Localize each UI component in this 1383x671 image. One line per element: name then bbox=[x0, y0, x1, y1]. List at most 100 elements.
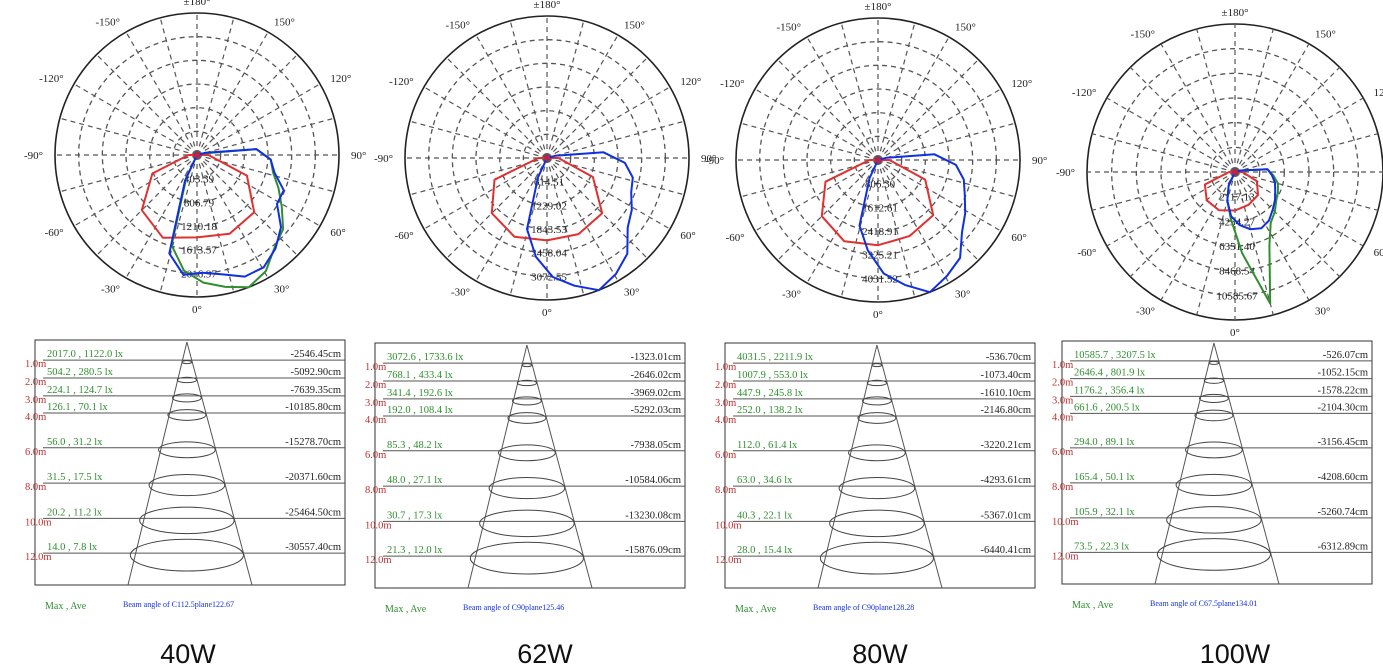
cone-ellipse bbox=[498, 444, 556, 462]
cone-edge bbox=[876, 344, 943, 589]
wattage-label: 62W bbox=[517, 639, 573, 669]
polar-angle-label: 120° bbox=[1374, 87, 1383, 99]
polar-spoke bbox=[1234, 171, 1310, 301]
cone-illuminance-label: 21.3 , 12.0 lx bbox=[387, 545, 443, 556]
cone-ellipse bbox=[171, 393, 202, 403]
wattage-label: 100W bbox=[1200, 639, 1271, 669]
polar-angle-label: 60° bbox=[680, 230, 695, 242]
panel-40w: ±180° 150° 120° 90° 60° 30° 0° -30° -60° -90° -120… bbox=[24, 0, 366, 669]
polar-spoke bbox=[1234, 171, 1364, 247]
polar-spoke bbox=[877, 88, 1002, 161]
polar-spoke bbox=[877, 159, 916, 298]
legend-max-ave: Max , Ave bbox=[385, 604, 427, 615]
polar-spoke bbox=[877, 22, 916, 161]
cone-distance-label: 12.0m bbox=[365, 555, 392, 566]
polar-spoke bbox=[840, 22, 879, 161]
cone-edge bbox=[817, 344, 878, 589]
cone-distance-label: 8.0m bbox=[365, 485, 386, 496]
polar-ring bbox=[853, 135, 903, 185]
polar-spoke bbox=[196, 154, 269, 279]
polar-spoke bbox=[877, 36, 950, 161]
cone-diameter-label: -2646.02cm bbox=[631, 370, 681, 381]
polar-spoke bbox=[546, 120, 685, 159]
cone-illuminance-label: 40.3 , 22.1 lx bbox=[737, 510, 793, 521]
cone-ellipse bbox=[871, 363, 883, 368]
cone-illuminance-label: 2017.0 , 1122.0 lx bbox=[47, 349, 124, 360]
cone-edge bbox=[1213, 342, 1280, 585]
cone-edge bbox=[127, 341, 188, 586]
polar-spoke bbox=[59, 154, 198, 193]
polar-spoke bbox=[806, 159, 879, 284]
polar-ring-label: 10585.67 bbox=[1216, 290, 1258, 302]
polar-angle-label: -30° bbox=[782, 288, 801, 300]
cone-diameter-label: -3156.45cm bbox=[1318, 437, 1368, 448]
polar-angle-label: 150° bbox=[1315, 28, 1336, 40]
polar-angle-label: 120° bbox=[330, 73, 351, 85]
cone-distance-label: 1.0m bbox=[25, 359, 46, 370]
beam-angle-label: Beam angle of C112.5plane122.67 bbox=[123, 600, 234, 609]
cone-ellipse bbox=[167, 409, 207, 421]
polar-curve-series bbox=[820, 159, 935, 247]
polar-spoke bbox=[96, 154, 198, 256]
polar-spoke bbox=[1160, 43, 1236, 173]
cone-illuminance-label: 165.4 , 50.1 lx bbox=[1074, 472, 1135, 483]
polar-ring-label: 8468.54 bbox=[1219, 266, 1255, 278]
polar-spoke bbox=[546, 157, 585, 296]
cone-diameter-label: -2546.45cm bbox=[291, 349, 341, 360]
polar-angle-label: 0° bbox=[1230, 327, 1240, 339]
cone-diameter-label: -5292.03cm bbox=[631, 405, 681, 416]
cone-ellipse bbox=[819, 541, 934, 575]
polar-angle-label: -60° bbox=[726, 232, 745, 244]
beam-angle-label: Beam angle of C90plane125.46 bbox=[463, 603, 564, 612]
cone-ellipse bbox=[848, 444, 906, 462]
polar-angle-label: -120° bbox=[1072, 87, 1097, 99]
cone-illuminance-label: 14.0 , 7.8 lx bbox=[47, 542, 98, 553]
cone-ellipse bbox=[181, 360, 193, 365]
cone-ellipse bbox=[521, 363, 533, 368]
cone-edge bbox=[467, 344, 528, 589]
cone-distance-label: 3.0m bbox=[1052, 395, 1073, 406]
polar-curve-series bbox=[140, 154, 256, 239]
legend-max-ave: Max , Ave bbox=[45, 601, 87, 612]
polar-ring bbox=[125, 83, 269, 227]
polar-spoke bbox=[546, 57, 648, 159]
polar-spoke bbox=[754, 88, 879, 161]
polar-angle-label: 60° bbox=[1374, 247, 1383, 259]
cone-distance-label: 4.0m bbox=[715, 415, 736, 426]
wattage-label: 40W bbox=[160, 639, 216, 669]
polar-spoke bbox=[196, 154, 321, 227]
polar-ring-label: 806.79 bbox=[184, 197, 215, 209]
cone-diameter-label: -4293.61cm bbox=[981, 475, 1031, 486]
cone-distance-label: 12.0m bbox=[715, 555, 742, 566]
beam-angle-label: Beam angle of C67.5plane134.01 bbox=[1150, 599, 1257, 608]
cone-diameter-label: -5092.90cm bbox=[291, 367, 341, 378]
cone-diameter-label: -15876.09cm bbox=[625, 545, 681, 556]
cone-illuminance-label: 20.2 , 11.2 lx bbox=[47, 507, 103, 518]
cone-distance-label: 3.0m bbox=[25, 395, 46, 406]
cone-ellipse bbox=[1166, 506, 1262, 534]
cone-diameter-label: -13230.08cm bbox=[625, 510, 681, 521]
polar-spoke bbox=[196, 31, 269, 156]
cone-distance-label: 4.0m bbox=[365, 415, 386, 426]
polar-angle-label: ±180° bbox=[1222, 7, 1249, 19]
cone-illuminance-label: 73.5 , 22.3 lx bbox=[1074, 541, 1130, 552]
polar-ring-label: 3072.55 bbox=[531, 271, 567, 283]
polar-spoke bbox=[1091, 133, 1236, 173]
cone-ellipse bbox=[1194, 409, 1234, 422]
polar-plot: ±180° 150° 120° 90° 60° 30° 0° -30° -60° -90° -120… bbox=[374, 0, 716, 319]
cone-diameter-label: -30557.40cm bbox=[285, 542, 341, 553]
polar-spoke bbox=[125, 31, 198, 156]
polar-ring-label: 1613.57 bbox=[181, 245, 217, 257]
cone-illuminance-label: 192.0 , 108.4 lx bbox=[387, 405, 454, 416]
cone-diameter-label: -6312.89cm bbox=[1318, 541, 1368, 552]
cone-distance-label: 4.0m bbox=[1052, 412, 1073, 423]
polar-curve-series bbox=[526, 151, 634, 292]
polar-spoke bbox=[877, 122, 1016, 161]
cone-distance-label: 8.0m bbox=[25, 482, 46, 493]
polar-center-dot bbox=[875, 157, 881, 163]
polar-spoke bbox=[1234, 97, 1364, 173]
polar-spoke bbox=[546, 157, 619, 282]
polar-spoke bbox=[546, 157, 671, 230]
polar-center-dot bbox=[1232, 169, 1238, 175]
